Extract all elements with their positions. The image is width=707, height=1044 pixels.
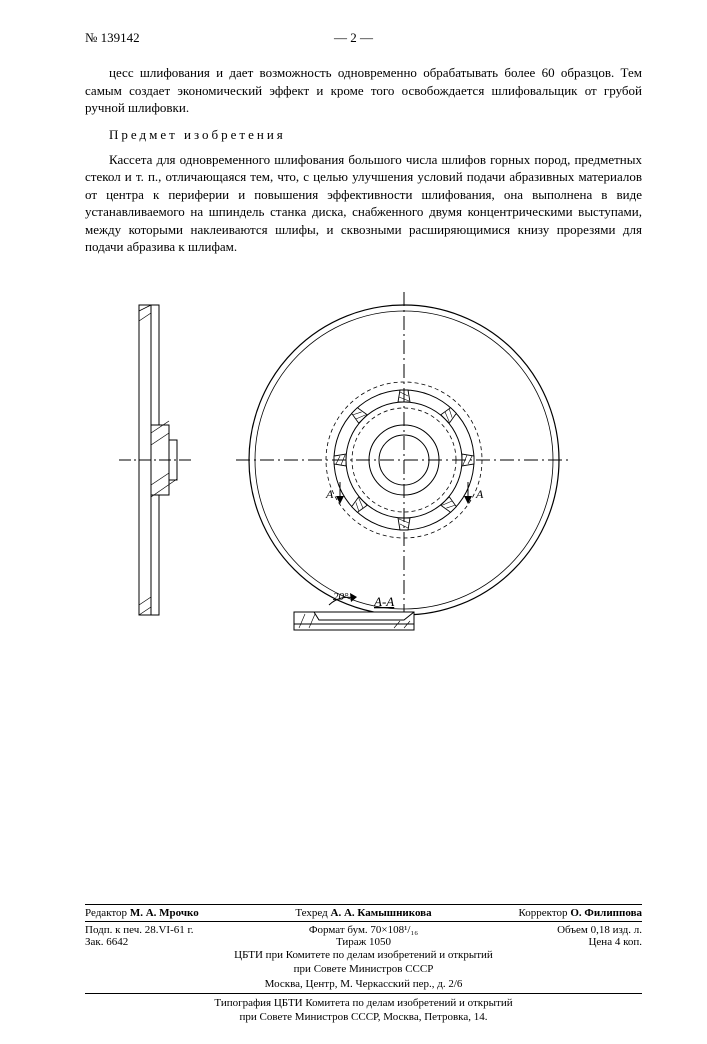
section-label-a-right: А — [475, 487, 484, 501]
section-title: Предмет изобретения — [85, 127, 642, 143]
colophon: Редактор М. А. Мрочко Техред А. А. Камыш… — [85, 904, 642, 1024]
section-label-a-left: А — [325, 487, 334, 501]
doc-number: № 139142 — [85, 30, 140, 46]
figure-svg: А А 20° А-А — [99, 270, 629, 660]
paragraph-continuation: цесс шлифования и дает возможность однов… — [85, 64, 642, 117]
page-number: — 2 — — [334, 30, 373, 46]
technical-figure: А А 20° А-А — [85, 270, 642, 664]
angle-label: 20° — [333, 591, 349, 603]
section-view-label: А-А — [373, 594, 394, 609]
claim-paragraph: Кассета для одновременного шлифования бо… — [85, 151, 642, 256]
